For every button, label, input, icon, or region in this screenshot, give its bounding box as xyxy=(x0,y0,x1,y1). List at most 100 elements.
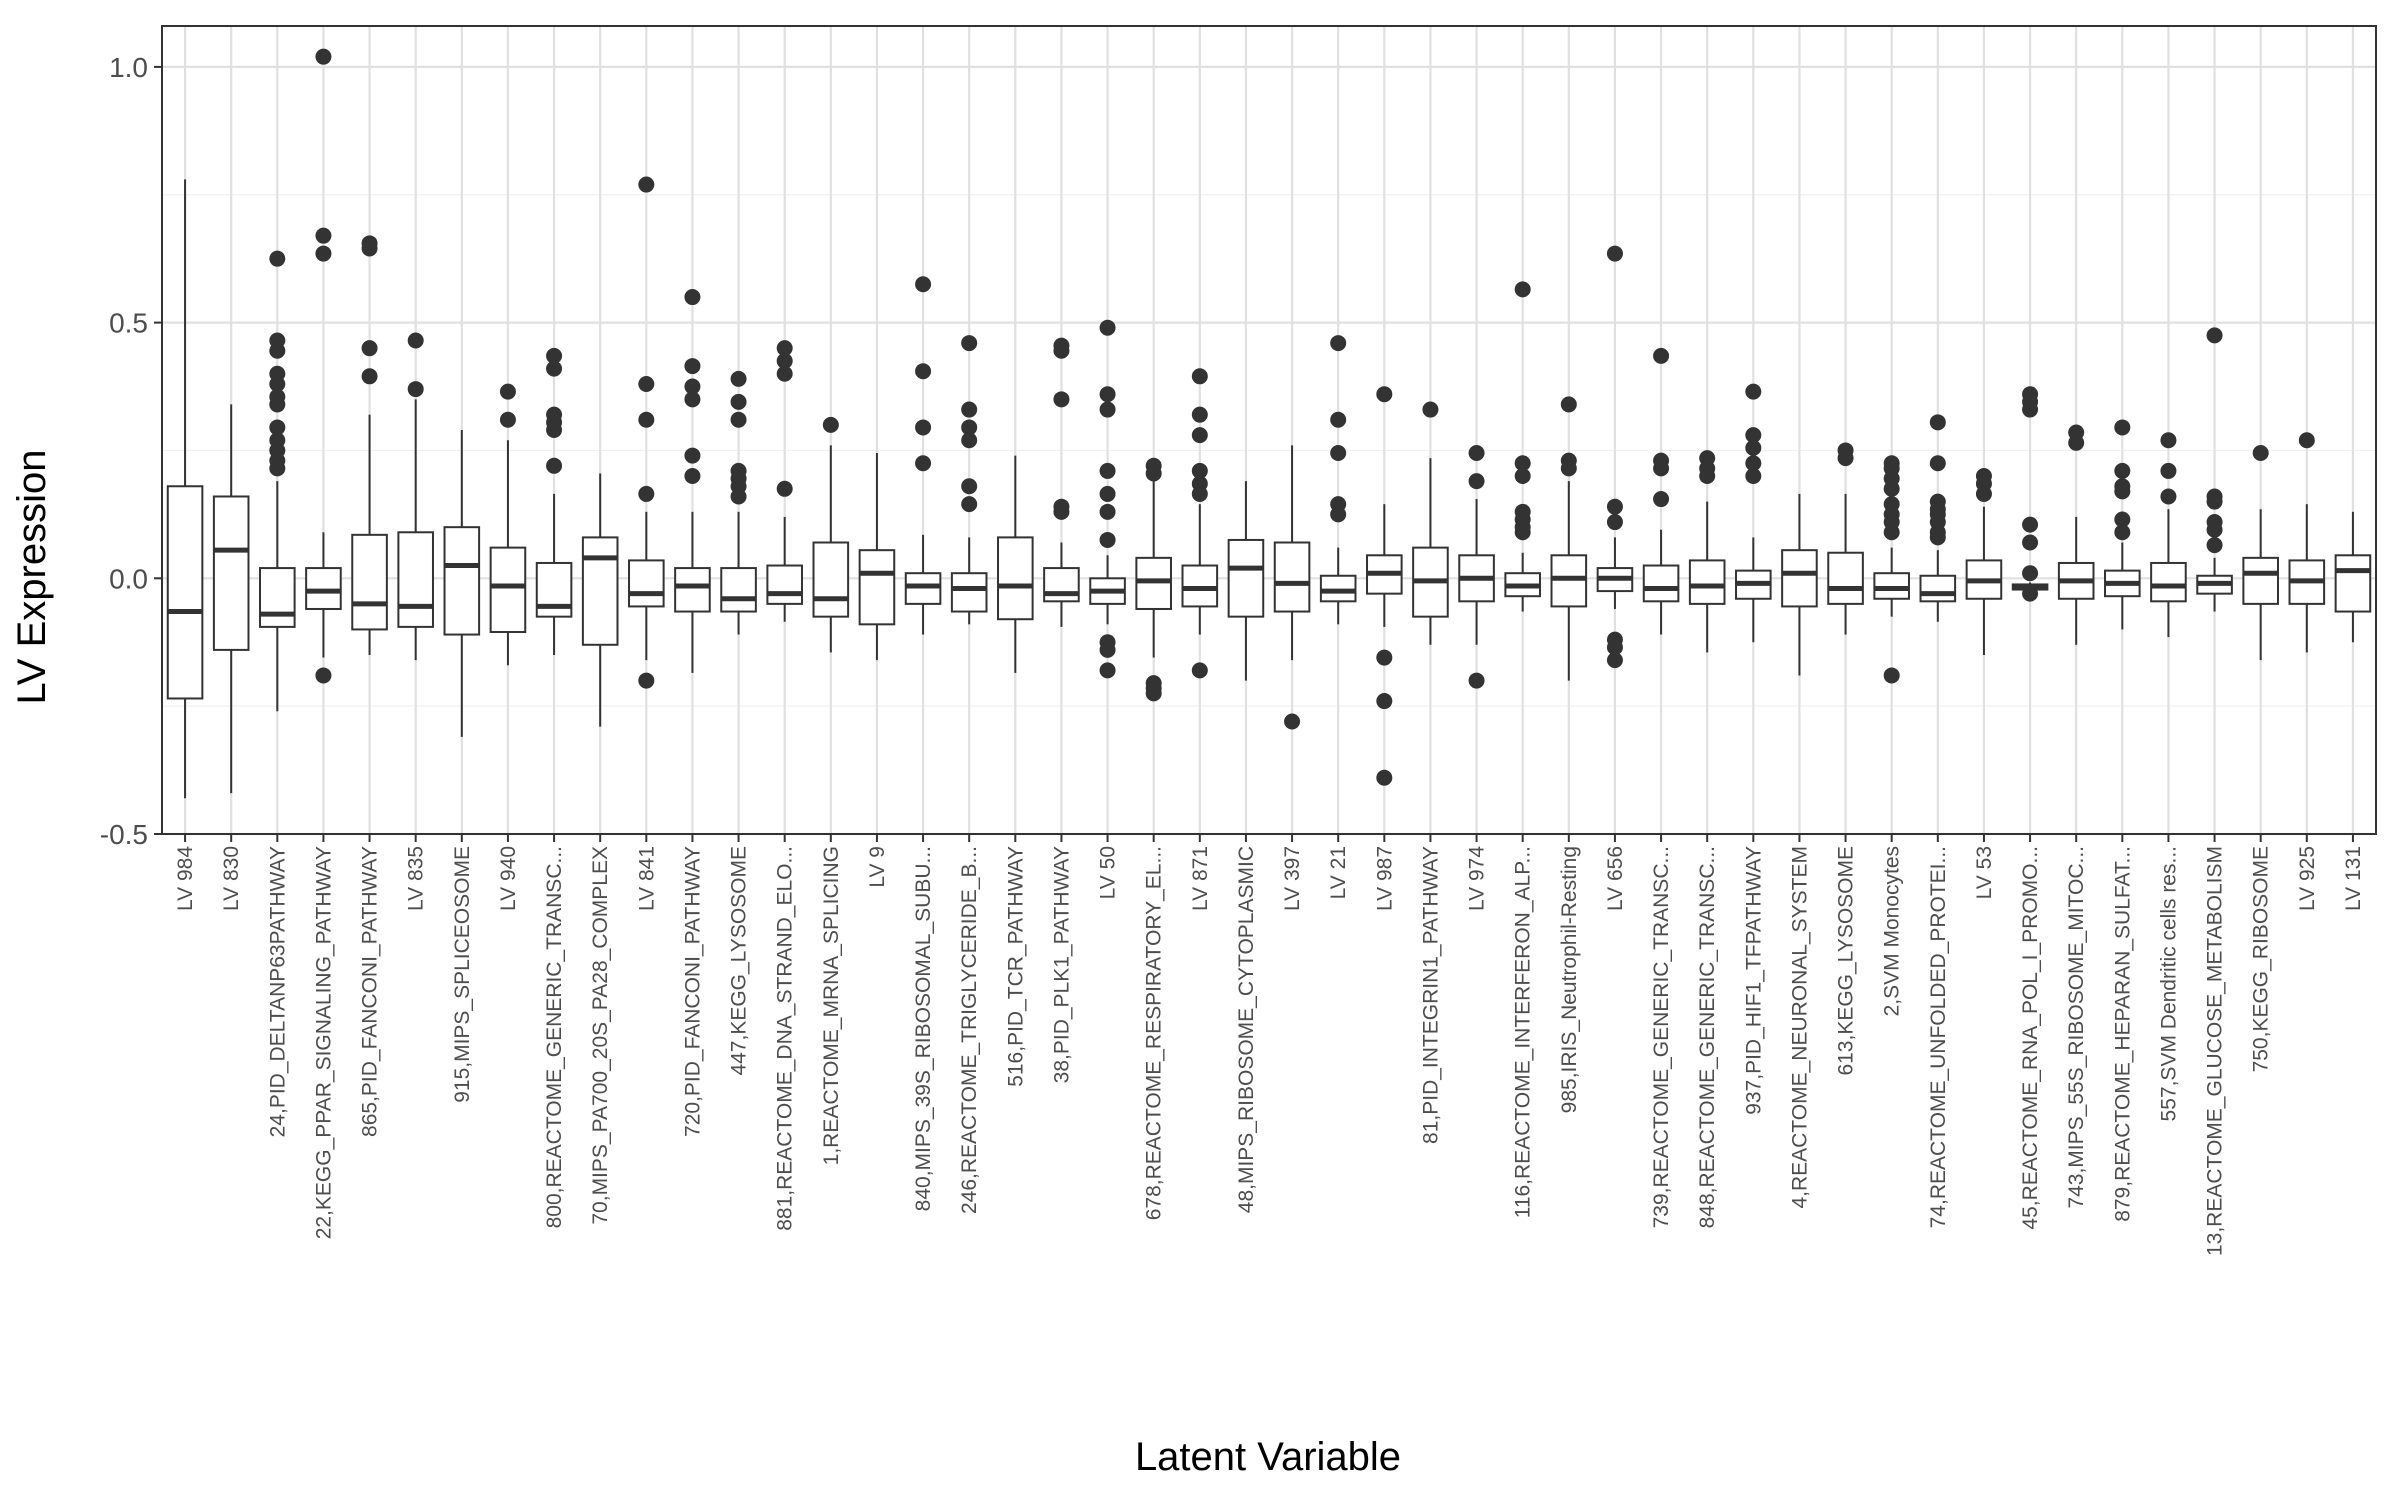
x-tick-label-11: 720,PID_FANCONI_PATHWAY xyxy=(681,846,704,1137)
outlier-point-10-2 xyxy=(638,411,655,428)
box-iqr-1 xyxy=(212,495,250,651)
x-tick-label-46: LV 925 xyxy=(2296,846,2319,911)
box-series xyxy=(166,48,2372,799)
outlier-point-21-4 xyxy=(1145,685,1162,702)
box-iqr-30 xyxy=(1550,554,1588,608)
box-iqr-36 xyxy=(1827,551,1864,605)
x-tick-label-45: 750,KEGG_RIBOSOME xyxy=(2250,846,2273,1072)
outlier-point-43-0 xyxy=(2160,432,2177,449)
box-iqr-13 xyxy=(766,564,803,605)
x-tick-label-31: LV 656 xyxy=(1604,846,1627,911)
outlier-point-16-3 xyxy=(915,455,932,472)
box-group-5 xyxy=(397,332,434,661)
outlier-point-20-9 xyxy=(1099,662,1116,679)
box-group-34 xyxy=(1735,383,1772,643)
outlier-point-40-2 xyxy=(2022,401,2039,418)
x-tick-label-23: 48,MIPS_RIBOSOME_CYTOPLASMIC xyxy=(1235,846,1258,1213)
outlier-point-12-6 xyxy=(730,488,747,505)
outlier-point-13-0 xyxy=(776,340,793,357)
outlier-point-3-2 xyxy=(315,245,332,262)
box-iqr-17 xyxy=(950,572,988,613)
box-iqr-35 xyxy=(1781,549,1818,608)
box-group-19 xyxy=(1043,337,1080,627)
outlier-point-22-6 xyxy=(1191,662,1208,679)
x-tick-label-25: LV 21 xyxy=(1327,846,1350,899)
box-group-16 xyxy=(904,276,942,635)
outlier-point-38-1 xyxy=(1929,455,1946,472)
outlier-point-20-3 xyxy=(1099,462,1116,479)
outlier-point-17-5 xyxy=(961,496,978,513)
outlier-point-45-0 xyxy=(2252,445,2269,462)
x-tick-label-9: 70,MIPS_PA700_20S_PA28_COMPLEX xyxy=(589,846,612,1225)
box-group-22 xyxy=(1181,368,1219,679)
x-tick-label-34: 937,PID_HIF1_TFPATHWAY xyxy=(1742,846,1765,1115)
box-iqr-45 xyxy=(2242,556,2279,605)
outlier-point-42-1 xyxy=(2114,462,2131,479)
box-iqr-5 xyxy=(397,531,434,628)
x-tick-label-20: LV 50 xyxy=(1097,846,1120,899)
outlier-point-39-2 xyxy=(1975,485,1992,502)
outlier-point-2-4 xyxy=(269,375,286,392)
x-tick-label-26: LV 987 xyxy=(1373,846,1396,911)
outlier-point-20-2 xyxy=(1099,401,1116,418)
box-group-18 xyxy=(997,455,1034,673)
box-group-37 xyxy=(1873,455,1910,684)
box-iqr-15 xyxy=(858,549,896,626)
outlier-point-34-3 xyxy=(1745,455,1762,472)
x-tick-label-28: LV 974 xyxy=(1466,846,1489,911)
outlier-point-38-0 xyxy=(1929,414,1946,431)
outlier-point-28-1 xyxy=(1468,473,1485,490)
box-group-7 xyxy=(489,383,527,666)
box-group-8 xyxy=(535,347,573,656)
outlier-point-20-1 xyxy=(1099,386,1116,403)
outlier-point-12-2 xyxy=(730,411,747,428)
box-group-45 xyxy=(2242,445,2279,661)
box-group-41 xyxy=(2057,424,2095,645)
outlier-point-30-2 xyxy=(1560,460,1577,477)
box-iqr-12 xyxy=(720,567,757,613)
outlier-point-41-1 xyxy=(2068,434,2085,451)
x-tick-label-13: 881,REACTOME_DNA_STRAND_ELO... xyxy=(774,846,797,1231)
outlier-point-10-4 xyxy=(638,672,655,689)
outlier-point-19-1 xyxy=(1053,342,1070,359)
box-group-30 xyxy=(1550,396,1588,681)
x-tick-label-42: 879,REACTOME_HEPARAN_SULFAT... xyxy=(2111,846,2134,1222)
outlier-point-13-1 xyxy=(776,352,793,369)
y-tick-label-1: 0.0 xyxy=(109,563,148,594)
box-group-35 xyxy=(1781,493,1818,676)
outlier-point-16-1 xyxy=(915,363,932,380)
outlier-point-11-4 xyxy=(684,447,701,464)
outlier-point-26-3 xyxy=(1376,769,1393,786)
outlier-point-11-3 xyxy=(684,391,701,408)
outlier-point-31-4 xyxy=(1606,639,1623,656)
outlier-point-3-0 xyxy=(315,48,332,65)
x-tick-label-39: LV 53 xyxy=(1973,846,1996,899)
box-group-28 xyxy=(1458,445,1495,689)
outlier-point-20-8 xyxy=(1099,641,1116,658)
outlier-point-13-2 xyxy=(776,365,793,382)
outlier-point-40-3 xyxy=(2022,516,2039,533)
x-tick-label-2: 24,PID_DELTANP63PATHWAY xyxy=(266,846,289,1137)
outlier-point-22-2 xyxy=(1191,427,1208,444)
outlier-point-42-4 xyxy=(2114,511,2131,528)
x-tick-label-36: 613,KEGG_LYSOSOME xyxy=(1835,846,1858,1076)
outlier-point-28-0 xyxy=(1468,445,1485,462)
outlier-point-24-0 xyxy=(1284,713,1301,730)
outlier-point-3-3 xyxy=(315,667,332,684)
outlier-point-43-1 xyxy=(2160,462,2177,479)
box-group-40 xyxy=(2011,386,2049,602)
x-tick-label-29: 116,REACTOME_INTERFERON_ALP... xyxy=(1512,846,1535,1218)
outlier-point-44-5 xyxy=(2206,537,2223,554)
box-group-11 xyxy=(674,289,711,673)
x-tick-label-17: 246,REACTOME_TRIGLYCERIDE_B... xyxy=(958,846,981,1214)
y-tick-label-3: 1.0 xyxy=(109,52,148,83)
outlier-point-17-2 xyxy=(961,419,978,436)
x-tick-label-5: LV 835 xyxy=(405,846,428,911)
box-group-47 xyxy=(2334,511,2372,643)
outlier-point-40-4 xyxy=(2022,534,2039,551)
outlier-point-8-0 xyxy=(546,347,563,364)
outlier-point-42-0 xyxy=(2114,419,2131,436)
box-iqr-38 xyxy=(1919,574,1957,603)
box-iqr-19 xyxy=(1043,567,1080,603)
box-group-15 xyxy=(858,453,896,661)
